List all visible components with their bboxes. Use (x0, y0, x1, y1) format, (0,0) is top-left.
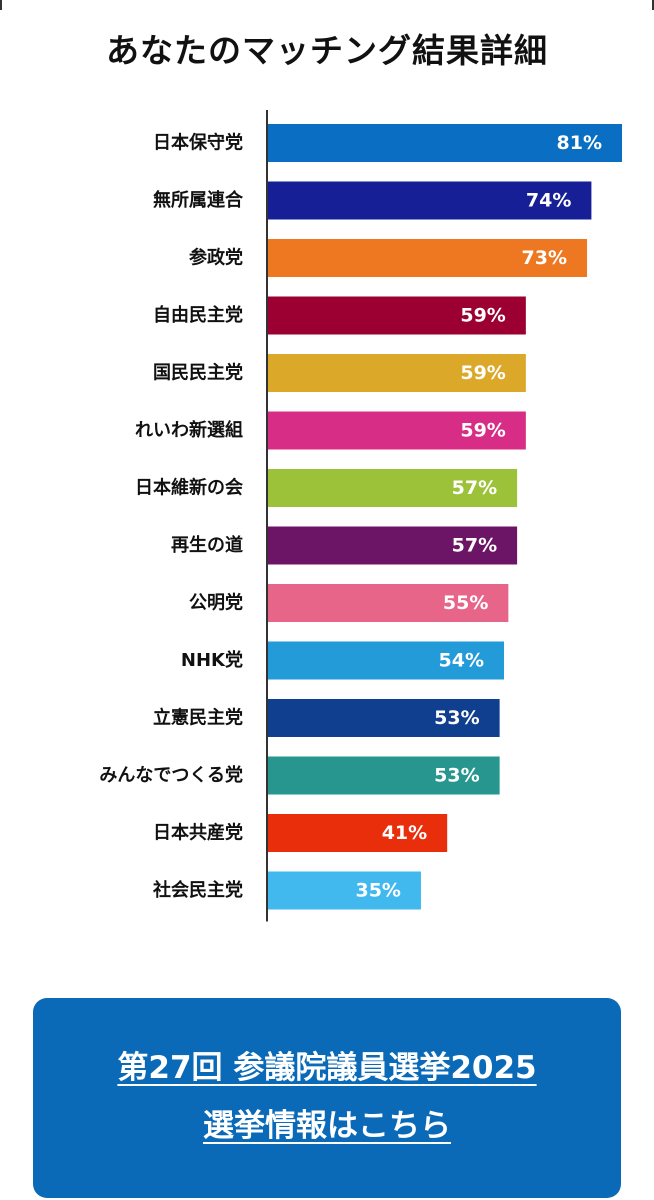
match-value-label: 54% (439, 650, 484, 672)
match-bar (268, 699, 500, 737)
window-edge-left (0, 0, 2, 10)
match-value-label: 41% (382, 822, 427, 844)
party-label: 日本維新の会 (135, 477, 243, 499)
match-bar (268, 411, 526, 450)
election-info-line2[interactable]: 選挙情報はこちら (203, 1108, 451, 1144)
party-label: 自由民主党 (153, 304, 243, 326)
party-label: 社会民主党 (153, 879, 243, 901)
party-label: 再生の道 (171, 534, 243, 556)
match-value-label: 53% (434, 707, 479, 729)
match-value-label: 59% (460, 420, 505, 442)
match-bar (268, 871, 421, 910)
match-bar (268, 354, 526, 392)
match-bar (268, 756, 500, 795)
match-value-label: 57% (452, 535, 497, 557)
match-bar (268, 239, 588, 277)
match-bar (268, 814, 448, 852)
party-label: 公明党 (189, 592, 243, 614)
party-label: 参政党 (189, 247, 243, 269)
window-edge-right (652, 0, 654, 10)
party-label: 立憲民主党 (153, 707, 243, 729)
party-label: 日本保守党 (153, 132, 243, 154)
match-value-label: 53% (434, 765, 479, 787)
matching-bar-chart: 日本保守党 81% 無所属連合 74% 参政党 73% 自由民主党 59% 国民民主党 59% れい… (99, 110, 622, 922)
match-bar (268, 296, 526, 335)
match-value-label: 74% (526, 190, 571, 212)
match-value-label: 81% (557, 132, 602, 154)
party-label: れいわ新選組 (135, 419, 243, 441)
match-bar (268, 526, 518, 565)
party-label: みんなでつくる党 (99, 764, 243, 786)
election-info-button[interactable]: 第27回 参議院議員選挙2025 選挙情報はこちら (33, 998, 621, 1198)
match-bar (268, 181, 592, 220)
party-label: 国民民主党 (153, 362, 243, 384)
match-bar (268, 469, 518, 507)
party-label: NHK党 (181, 649, 243, 671)
match-bar (268, 641, 504, 680)
match-bar (268, 584, 509, 622)
match-bar (268, 124, 622, 162)
match-value-label: 59% (460, 362, 505, 384)
party-label: 無所属連合 (153, 189, 244, 211)
match-value-label: 57% (452, 477, 497, 499)
match-value-label: 59% (460, 305, 505, 327)
election-info-line1[interactable]: 第27回 参議院議員選挙2025 (117, 1050, 537, 1087)
party-label: 日本共産党 (153, 822, 243, 844)
match-value-label: 35% (355, 880, 400, 902)
page-title: あなたのマッチング結果詳細 (106, 31, 548, 70)
match-value-label: 73% (522, 247, 567, 269)
match-value-label: 55% (443, 592, 488, 614)
